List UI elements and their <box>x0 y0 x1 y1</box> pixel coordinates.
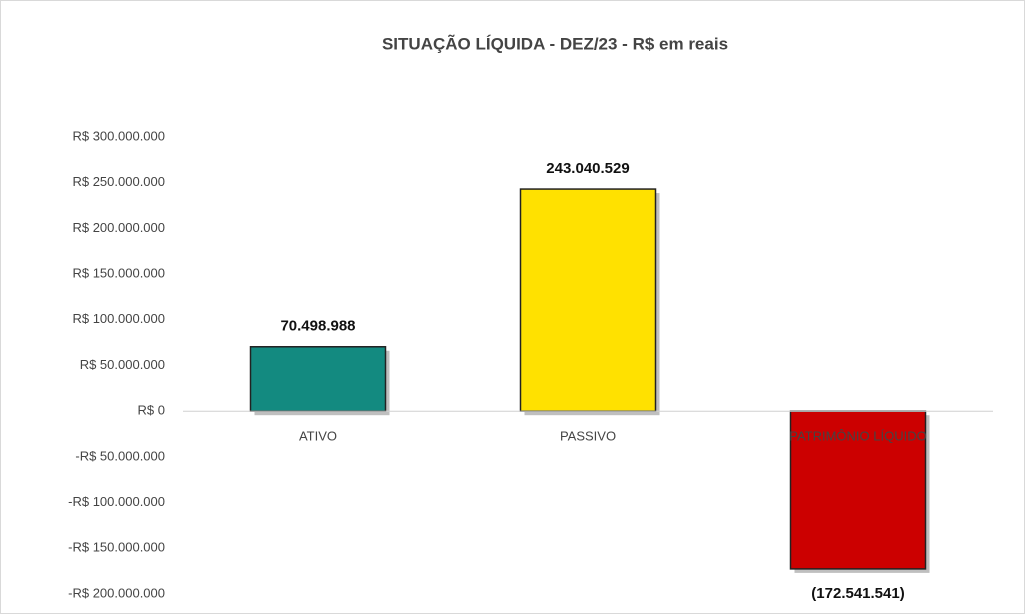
x-tick-label: ATIVO <box>299 429 337 444</box>
data-label: (172.541.541) <box>811 585 904 602</box>
bar <box>789 410 927 570</box>
x-tick-label: PATRIMÔNIO LÍQUIDO <box>789 429 926 444</box>
y-tick-label: R$ 250.000.000 <box>72 174 165 189</box>
y-tick-label: -R$ 100.000.000 <box>68 494 165 509</box>
y-tick-label: R$ 0 <box>138 403 165 418</box>
bar <box>249 346 387 412</box>
bar <box>519 188 657 412</box>
y-tick-label: -R$ 200.000.000 <box>68 585 165 600</box>
y-tick-label: R$ 200.000.000 <box>72 220 165 235</box>
y-tick-label: R$ 300.000.000 <box>72 128 165 143</box>
data-label: 243.040.529 <box>546 160 629 177</box>
y-tick-label: R$ 100.000.000 <box>72 311 165 326</box>
y-tick-label: -R$ 150.000.000 <box>68 540 165 555</box>
x-tick-label: PASSIVO <box>560 429 616 444</box>
y-tick-label: R$ 150.000.000 <box>72 266 165 281</box>
y-tick-label: R$ 50.000.000 <box>80 357 165 372</box>
data-label: 70.498.988 <box>280 318 355 335</box>
y-tick-label: -R$ 50.000.000 <box>75 448 165 463</box>
chart-title: SITUAÇÃO LÍQUIDA - DEZ/23 - R$ em reais <box>382 33 728 53</box>
